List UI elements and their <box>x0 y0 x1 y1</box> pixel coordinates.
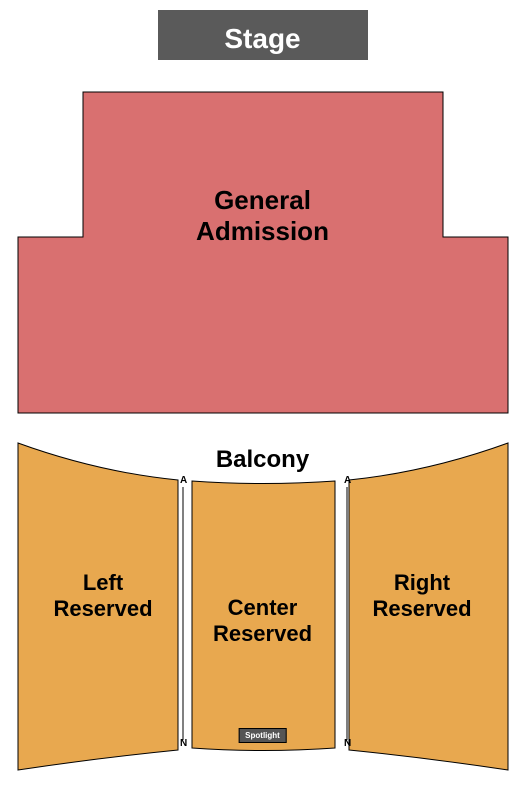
left-label-line1: Left <box>48 570 158 596</box>
row-marker-a-left: A <box>180 475 187 486</box>
ga-label-line2: Admission <box>196 216 329 247</box>
ga-label-line1: General <box>196 185 329 216</box>
left-label-line2: Reserved <box>48 596 158 622</box>
center-label-line2: Reserved <box>203 621 323 647</box>
row-marker-a-right: A <box>344 475 351 486</box>
row-marker-n-left: N <box>180 738 187 749</box>
general-admission-label: General Admission <box>196 185 329 247</box>
row-marker-n-right: N <box>344 738 351 749</box>
balcony-label: Balcony <box>216 446 309 474</box>
seating-chart: Stage General Admission Balcony Left Res… <box>0 0 525 785</box>
right-label-line2: Reserved <box>367 596 477 622</box>
center-reserved-label: Center Reserved <box>203 595 323 648</box>
right-label-line1: Right <box>367 570 477 596</box>
right-reserved-label: Right Reserved <box>367 570 477 623</box>
center-label-line1: Center <box>203 595 323 621</box>
left-reserved-label: Left Reserved <box>48 570 158 623</box>
chart-svg <box>0 0 525 785</box>
general-admission-shape[interactable] <box>18 92 508 413</box>
spotlight-marker: Spotlight <box>238 728 287 743</box>
stage-label: Stage <box>224 23 300 55</box>
